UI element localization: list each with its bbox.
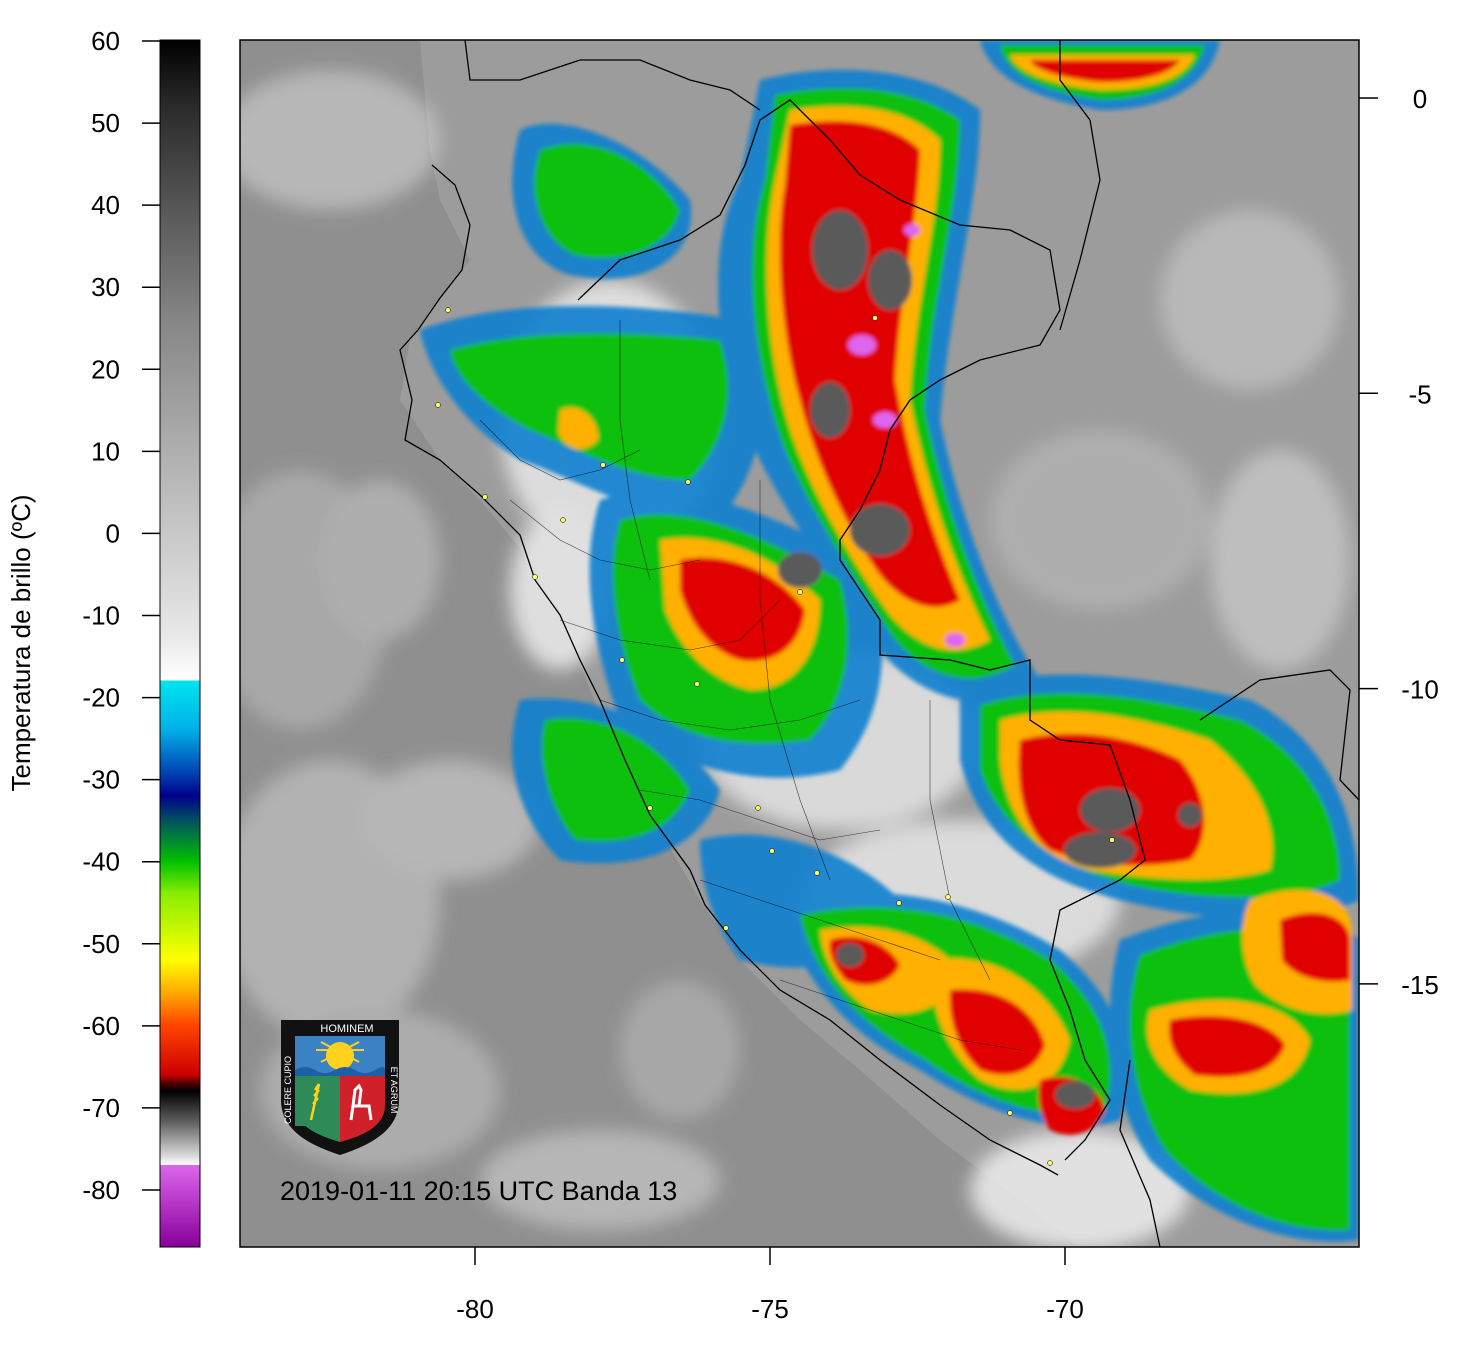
logo-red-panel xyxy=(340,1076,385,1142)
x-tick-label: -70 xyxy=(1046,1294,1084,1324)
y-tick-label: -15 xyxy=(1401,970,1439,1000)
colorbar-tick-label: 30 xyxy=(91,272,120,302)
logo-top-text: HOMINEM xyxy=(320,1023,373,1035)
colorbar-tick-label: 10 xyxy=(91,436,120,466)
logo-field-lower xyxy=(295,1105,340,1142)
x-axis: -80 -75 -70 xyxy=(456,1246,1084,1324)
borders xyxy=(399,40,1359,1247)
y-tick-label: -5 xyxy=(1408,379,1431,409)
colorbar-tick-label: -60 xyxy=(82,1011,120,1041)
colorbar-tick-label: -30 xyxy=(82,765,120,795)
colorbar-tick-label: -50 xyxy=(82,929,120,959)
colorbar-tick-label: -20 xyxy=(82,683,120,713)
logo-right-text: ET AGRUM xyxy=(389,1067,399,1114)
ecuador-colombia-border xyxy=(464,40,761,111)
colorbar-tick-label: -40 xyxy=(82,847,120,877)
department-borders xyxy=(479,320,1021,1051)
timestamp-annotation: 2019-01-11 20:15 UTC Banda 13 xyxy=(280,1176,677,1206)
colombia-brazil-border xyxy=(1059,40,1101,331)
colorbar-tick-label: -10 xyxy=(82,601,120,631)
logo-field xyxy=(295,1076,340,1126)
x-tick-label: -80 xyxy=(456,1294,494,1324)
peru-border xyxy=(577,99,1146,1161)
colorbar-tick-label: 50 xyxy=(91,108,120,138)
colorbar-tick-label: 40 xyxy=(91,190,120,220)
colorbar-ramp xyxy=(159,39,201,1248)
colorbar-tick-label: -70 xyxy=(82,1093,120,1123)
colorbar-tick-label: 0 xyxy=(106,518,120,548)
colorbar-title: Temperatura de brillo (ºC) xyxy=(6,494,36,791)
colorbar-ticks: 60 50 40 30 20 10 0 -10 -20 -30 -40 -50 -60 -70 -80 xyxy=(82,26,160,1205)
university-logo: HOMINEM COLERE CUPIO ET AGRUM xyxy=(281,1020,399,1155)
coastline xyxy=(399,164,1059,1176)
colorbar: 60 50 40 30 20 10 0 -10 -20 -30 -40 -50 -60 -70 -80 Te… xyxy=(6,26,201,1248)
bolivia-border xyxy=(1119,669,1359,1247)
logo-sun-rays xyxy=(316,1041,364,1063)
colorbar-tick-label: 20 xyxy=(91,354,120,384)
map-panel: -80 -75 -70 0 -5 -10 -15 HOMINEM COLERE CUPIO… xyxy=(239,39,1439,1324)
llama-icon xyxy=(349,1083,373,1121)
colorbar-tick-label: -80 xyxy=(82,1175,120,1205)
wheat-icon xyxy=(309,1083,321,1121)
convective-clouds xyxy=(420,40,1359,1242)
logo-waves xyxy=(295,1067,385,1076)
x-tick-label: -75 xyxy=(751,1294,789,1324)
city-markers xyxy=(435,307,1115,1166)
y-tick-label: -10 xyxy=(1401,675,1439,705)
logo-left-text: COLERE CUPIO xyxy=(283,1056,293,1124)
y-axis: 0 -5 -10 -15 xyxy=(1358,84,1439,1000)
colorbar-tick-label: 60 xyxy=(91,26,120,56)
y-tick-label: 0 xyxy=(1413,84,1427,114)
